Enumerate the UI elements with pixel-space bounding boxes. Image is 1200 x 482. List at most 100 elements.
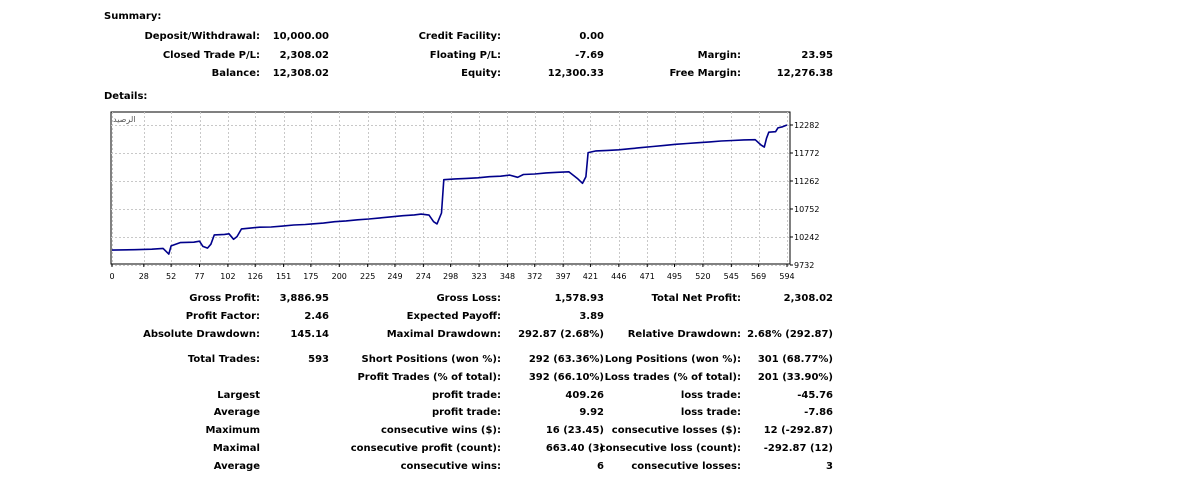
- stat-value: 12,300.33: [547, 68, 604, 79]
- stat-label: Closed Trade P/L:: [162, 49, 260, 61]
- chart-x-tick-label: 225: [360, 272, 375, 281]
- stat-label: loss trade:: [680, 389, 741, 401]
- stat-label: consecutive losses ($):: [611, 425, 741, 437]
- stat-label: Relative Drawdown:: [627, 329, 741, 340]
- stat-label: Gross Loss:: [436, 293, 501, 304]
- chart-x-tick-label: 249: [387, 272, 402, 281]
- stat-value: -7.69: [575, 49, 604, 61]
- chart-y-tick-label: 11262: [794, 177, 819, 186]
- chart-x-tick-label: 77: [194, 272, 204, 281]
- chart-x-tick-label: 495: [667, 272, 682, 281]
- stat-value: 3: [826, 460, 833, 472]
- chart-y-tick-label: 10242: [794, 233, 819, 242]
- stat-value: 593: [308, 354, 329, 365]
- chart-x-tick-label: 28: [139, 272, 149, 281]
- stat-value: 2.68% (292.87): [747, 329, 833, 340]
- details-heading: Details:: [104, 91, 148, 102]
- stat-label: Profit Factor:: [185, 311, 260, 322]
- stat-value: 12 (-292.87): [763, 425, 833, 437]
- stat-value: 409.26: [565, 389, 604, 401]
- stat-value: 16 (23.45): [545, 425, 604, 437]
- chart-x-tick-label: 175: [303, 272, 318, 281]
- chart-x-tick-label: 520: [695, 272, 710, 281]
- summary-heading: Summary:: [104, 11, 162, 22]
- stat-value: -7.86: [804, 407, 833, 419]
- chart-y-tick-label: 12282: [794, 121, 819, 130]
- stat-value: 23.95: [801, 49, 833, 61]
- chart-x-tick-label: 200: [332, 272, 347, 281]
- stat-value: 292 (63.36%): [528, 354, 604, 365]
- chart-x-tick-label: 151: [276, 272, 291, 281]
- stat-label: Average: [213, 407, 260, 419]
- stat-value: 10,000.00: [272, 31, 329, 42]
- balance-chart: 0 28 52 77 102 126 151 175 200 225 249 274 298 323 348…: [109, 111, 819, 281]
- chart-x-tick-label: 471: [640, 272, 655, 281]
- stat-value: 3,886.95: [279, 293, 329, 304]
- stat-value: 392 (66.10%): [528, 371, 604, 383]
- stat-label: consecutive wins:: [400, 460, 501, 472]
- chart-x-tick-label: 545: [724, 272, 739, 281]
- stat-label: Absolute Drawdown:: [143, 329, 260, 340]
- stat-label: consecutive losses:: [631, 460, 741, 472]
- stat-label: Expected Payoff:: [406, 311, 501, 322]
- stat-label: Deposit/Withdrawal:: [144, 31, 260, 42]
- stat-label: Maximal: [212, 443, 260, 454]
- chart-x-tick-label: 126: [248, 272, 263, 281]
- stat-label: Maximal Drawdown:: [386, 329, 501, 340]
- stat-value: -292.87 (12): [763, 443, 833, 454]
- stat-label: Maximum: [205, 425, 260, 437]
- stat-value: 1,578.93: [554, 293, 604, 304]
- chart-x-tick-label: 323: [471, 272, 486, 281]
- stat-label: Gross Profit:: [189, 293, 260, 304]
- chart-x-tick-label: 446: [611, 272, 626, 281]
- stat-label: profit trade:: [431, 407, 501, 419]
- stat-label: Free Margin:: [669, 68, 741, 79]
- chart-series-line: [111, 124, 788, 255]
- stat-value: 12,308.02: [272, 68, 329, 79]
- stat-label: Credit Facility:: [418, 31, 501, 42]
- chart-x-tick-label: 397: [555, 272, 570, 281]
- stat-label: Margin:: [697, 49, 741, 61]
- stat-label: Average: [213, 460, 260, 472]
- chart-x-tick-label: 0: [109, 272, 114, 281]
- stat-value: 9.92: [579, 407, 604, 419]
- stat-label: loss trade:: [680, 407, 741, 419]
- stat-label: consecutive wins ($):: [380, 425, 501, 437]
- stat-value: 301 (68.77%): [757, 354, 833, 365]
- chart-title: الرصيد: [113, 115, 135, 124]
- stat-value: 12,276.38: [776, 68, 833, 79]
- chart-x-tick-label: 52: [166, 272, 176, 281]
- stat-label: Profit Trades (% of total):: [357, 371, 501, 383]
- stat-value: 292.87 (2.68%): [518, 329, 604, 340]
- chart-y-tick-label: 9732: [794, 261, 814, 270]
- stat-value: 2,308.02: [783, 293, 833, 304]
- chart-x-tick-label: 594: [779, 272, 794, 281]
- stat-label: consecutive loss (count):: [599, 443, 741, 454]
- chart-plot-area: [110, 111, 791, 265]
- stat-label: Floating P/L:: [429, 49, 501, 61]
- stat-value: -45.76: [797, 389, 833, 401]
- chart-y-tick-label: 10752: [794, 205, 819, 214]
- chart-x-tick-label: 372: [527, 272, 542, 281]
- stat-label: Largest: [217, 389, 260, 401]
- chart-y-tick-label: 11772: [794, 149, 819, 158]
- stat-label: Loss trades (% of total):: [604, 371, 741, 383]
- stat-value: 0.00: [579, 31, 604, 42]
- stat-value: 2,308.02: [279, 49, 329, 61]
- stat-value: 2.46: [304, 311, 329, 322]
- chart-x-tick-label: 569: [751, 272, 766, 281]
- chart-x-tick-label: 348: [500, 272, 515, 281]
- stat-label: Total Trades:: [187, 354, 260, 365]
- stat-value: 3.89: [579, 311, 604, 322]
- stat-label: consecutive profit (count):: [350, 443, 501, 454]
- stat-value: 201 (33.90%): [757, 371, 833, 383]
- chart-x-tick-label: 421: [583, 272, 598, 281]
- stat-value: 6: [597, 460, 604, 472]
- stat-label: profit trade:: [431, 389, 501, 401]
- stat-value: 145.14: [290, 329, 329, 340]
- stat-label: Short Positions (won %):: [361, 354, 501, 365]
- chart-x-tick-label: 274: [416, 272, 431, 281]
- stat-value: 663.40 (3): [545, 443, 604, 454]
- stat-label: Balance:: [211, 68, 260, 79]
- stat-label: Long Positions (won %):: [604, 354, 741, 365]
